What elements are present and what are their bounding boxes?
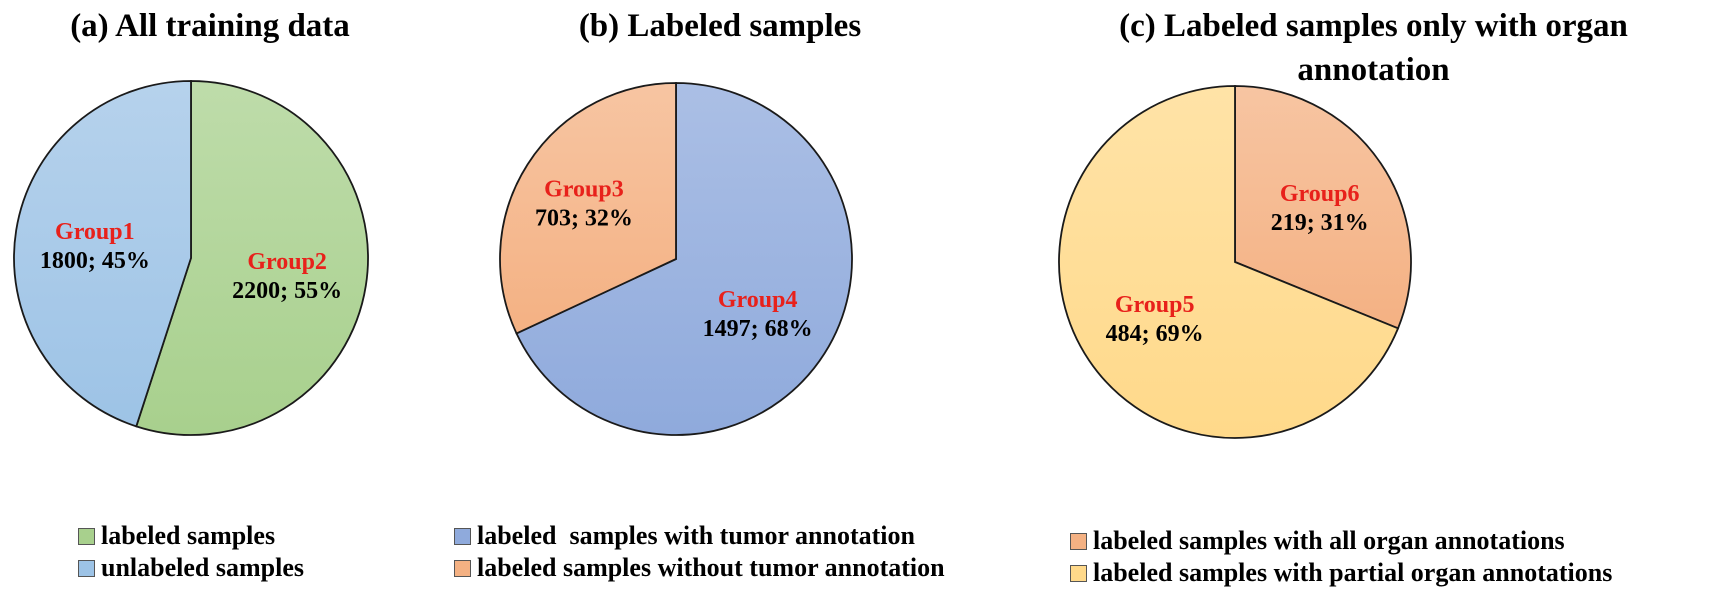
legend-swatch (1070, 532, 1087, 550)
legend-item: unlabeled samples (78, 552, 304, 584)
legend-c: labeled samples with all organ annotatio… (1070, 525, 1612, 589)
legend-label: unlabeled samples (101, 553, 304, 582)
legend-swatch (454, 527, 471, 545)
chart-panel-a: (a) All training data Group2 2200; 55% Gro… (0, 0, 420, 600)
slice-value-label: 1800; 45% (40, 248, 150, 274)
pie-slice-group4 (515, 82, 853, 436)
pie-slice-group5 (1058, 85, 1400, 439)
pie-chart-b: Group4 1497; 68% Group3 703; 32% (499, 82, 853, 436)
legend-item: labeled samples (78, 520, 304, 552)
legend-swatch (454, 559, 471, 577)
pie-slice-group2 (135, 80, 369, 436)
legend-item: labeled samples with all organ annotatio… (1070, 525, 1612, 557)
legend-swatch (78, 559, 95, 577)
slice-value-label: 2200; 55% (232, 278, 342, 304)
slice-group-label: Group2 (247, 249, 327, 275)
legend-b: labeled samples with tumor annotation la… (454, 520, 945, 584)
pie-slice-group1 (13, 80, 192, 428)
slice-group-label: Group1 (55, 219, 135, 245)
legend-label: labeled samples without tumor annotation (477, 553, 945, 582)
slice-value-label: 484; 69% (1106, 321, 1204, 347)
legend-a: labeled samples unlabeled samples (78, 520, 304, 584)
chart-title-c: (c) Labeled samples only with organ anno… (1119, 8, 1628, 88)
pie-slice-group3 (499, 82, 677, 335)
slice-group-label: Group3 (544, 176, 624, 202)
legend-item: labeled samples with tumor annotation (454, 520, 945, 552)
legend-label: labeled samples (101, 521, 276, 550)
legend-swatch (1070, 564, 1087, 582)
pie-chart-a: Group2 2200; 55% Group1 1800; 45% (13, 80, 369, 436)
slice-group-label: Group4 (718, 287, 798, 313)
legend-label: labeled samples with all organ annotatio… (1093, 526, 1565, 555)
chart-panel-b: (b) Labeled samples Group4 1497; 68% Group… (440, 0, 1060, 600)
chart-panel-c: (c) Labeled samples only with organ anno… (1058, 0, 1727, 600)
chart-title-a: (a) All training data (70, 8, 350, 44)
slice-group-label: Group6 (1280, 181, 1360, 207)
legend-item: labeled samples without tumor annotation (454, 552, 945, 584)
legend-item: labeled samples with partial organ annot… (1070, 557, 1612, 589)
legend-swatch (78, 527, 95, 545)
slice-group-label: Group5 (1115, 292, 1195, 318)
slice-value-label: 1497; 68% (703, 316, 813, 342)
pie-chart-c: Group6 219; 31% Group5 484; 69% (1058, 85, 1412, 439)
legend-label: labeled samples with partial organ annot… (1093, 558, 1613, 587)
chart-title-b: (b) Labeled samples (578, 8, 862, 44)
slice-value-label: 703; 32% (535, 205, 633, 231)
legend-label: labeled samples with tumor annotation (477, 521, 915, 550)
pie-slice-group6 (1234, 85, 1412, 330)
slice-value-label: 219; 31% (1271, 210, 1369, 236)
